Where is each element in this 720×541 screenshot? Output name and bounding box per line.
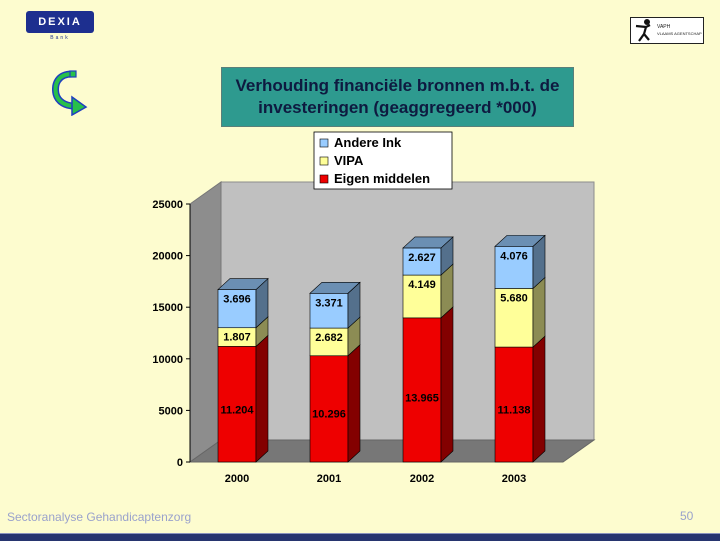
bar-segment bbox=[309, 292, 349, 329]
data-label: 2.682 bbox=[315, 332, 343, 344]
bar-segment bbox=[402, 274, 442, 319]
y-tick-label: 15000 bbox=[152, 302, 183, 314]
bar-segment-side bbox=[347, 344, 361, 463]
bar-segment bbox=[494, 288, 534, 348]
bar-segment bbox=[309, 327, 349, 357]
legend-label: VIPA bbox=[334, 153, 364, 168]
bar-segment-side bbox=[532, 276, 546, 348]
dexia-logo-sub: Bank bbox=[50, 35, 70, 41]
vaph-logo-line1: VAPH bbox=[657, 24, 671, 30]
bar-segment bbox=[402, 317, 442, 463]
data-label: 4.149 bbox=[408, 279, 436, 291]
data-label: 11.138 bbox=[497, 405, 530, 417]
legend-label: Eigen middelen bbox=[334, 171, 430, 186]
figure-icon bbox=[635, 19, 651, 42]
dexia-logo-text: DEXIA bbox=[26, 11, 94, 33]
bar-segment-top bbox=[402, 236, 454, 249]
bar-segment-top bbox=[217, 278, 269, 290]
bar-segment bbox=[402, 247, 442, 276]
legend-swatch bbox=[319, 138, 329, 148]
data-label: 1.807 bbox=[223, 332, 251, 344]
bar-segment-top bbox=[309, 281, 361, 294]
legend-box bbox=[313, 131, 453, 190]
data-label: 5.680 bbox=[500, 292, 528, 304]
vaph-logo-line2: VLAAMS AGENTSCHAP bbox=[657, 31, 702, 36]
chart-title: Verhouding financiële bronnen m.b.t. de … bbox=[221, 67, 574, 127]
y-tick-label: 25000 bbox=[152, 199, 183, 211]
x-tick-label: 2003 bbox=[502, 473, 526, 485]
data-label: 4.076 bbox=[500, 250, 528, 262]
x-tick-label: 2000 bbox=[225, 473, 249, 485]
legend-label: Andere Ink bbox=[334, 135, 402, 150]
data-label: 2.627 bbox=[408, 252, 436, 264]
bar-segment-side bbox=[532, 335, 546, 463]
y-tick-label: 5000 bbox=[159, 405, 183, 417]
y-tick-label: 20000 bbox=[152, 251, 183, 263]
y-tick-label: 0 bbox=[177, 457, 183, 469]
data-label: 3.371 bbox=[315, 297, 343, 309]
bar-segment-top bbox=[494, 235, 546, 247]
bottom-bar bbox=[0, 533, 720, 541]
bar-segment bbox=[309, 355, 349, 463]
dexia-logo: DEXIA Bank bbox=[26, 11, 94, 42]
data-label: 11.204 bbox=[220, 404, 254, 416]
data-label: 13.965 bbox=[405, 392, 439, 404]
bar-segment bbox=[217, 346, 257, 463]
data-label: 3.696 bbox=[223, 294, 251, 306]
chart-title-line2: investeringen (geaggregeerd *000) bbox=[258, 98, 537, 117]
chart-side-wall bbox=[189, 181, 222, 463]
chart-title-line1: Verhouding financiële bronnen m.b.t. de bbox=[235, 76, 560, 95]
bar-segment bbox=[494, 346, 534, 463]
vaph-logo: VAPH VLAAMS AGENTSCHAP bbox=[630, 17, 704, 44]
bar-segment bbox=[217, 289, 257, 329]
legend-swatch bbox=[319, 174, 329, 184]
x-tick-label: 2001 bbox=[317, 473, 341, 485]
y-tick-label: 10000 bbox=[152, 354, 183, 366]
page-number: 50 bbox=[680, 509, 694, 523]
legend-swatch bbox=[319, 156, 329, 166]
bar-segment-side bbox=[255, 334, 269, 463]
bar-segment bbox=[494, 246, 534, 289]
bar-segment-side bbox=[440, 306, 454, 463]
x-tick-label: 2002 bbox=[410, 473, 434, 485]
data-label: 10.296 bbox=[312, 408, 346, 420]
curved-arrow-icon[interactable] bbox=[52, 70, 88, 116]
footer-text: Sectoranalyse Gehandicaptenzorg bbox=[7, 510, 192, 524]
